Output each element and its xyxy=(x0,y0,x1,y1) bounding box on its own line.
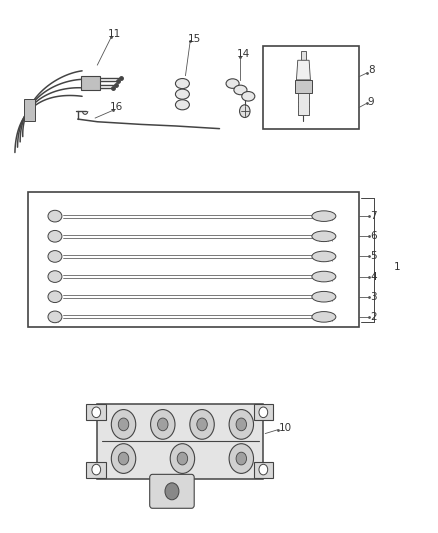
Text: 8: 8 xyxy=(367,66,374,75)
Text: 5: 5 xyxy=(369,252,376,261)
Circle shape xyxy=(92,464,100,475)
Text: 1: 1 xyxy=(393,262,400,271)
Text: 7: 7 xyxy=(369,211,376,221)
Bar xyxy=(300,51,305,60)
Bar xyxy=(86,462,106,478)
Bar xyxy=(28,192,358,327)
Text: 10: 10 xyxy=(278,423,291,433)
Circle shape xyxy=(258,464,267,475)
Bar xyxy=(86,405,106,420)
Ellipse shape xyxy=(311,211,335,221)
Text: 6: 6 xyxy=(369,231,376,241)
Circle shape xyxy=(165,483,179,500)
Bar xyxy=(24,100,35,120)
Text: 11: 11 xyxy=(108,29,121,39)
Ellipse shape xyxy=(175,100,189,110)
Bar xyxy=(262,46,358,128)
Text: 15: 15 xyxy=(187,34,201,44)
Circle shape xyxy=(236,452,246,465)
Ellipse shape xyxy=(311,231,335,241)
Ellipse shape xyxy=(48,291,62,303)
Text: 3: 3 xyxy=(369,292,376,302)
Ellipse shape xyxy=(311,312,335,322)
Ellipse shape xyxy=(175,89,189,99)
Circle shape xyxy=(111,409,135,439)
Text: 14: 14 xyxy=(237,50,250,59)
Circle shape xyxy=(239,105,250,117)
Bar xyxy=(253,405,272,420)
Circle shape xyxy=(118,452,128,465)
Circle shape xyxy=(111,443,135,473)
Circle shape xyxy=(150,409,175,439)
Circle shape xyxy=(157,418,168,431)
Circle shape xyxy=(236,418,246,431)
Circle shape xyxy=(229,409,253,439)
Polygon shape xyxy=(296,60,310,80)
Circle shape xyxy=(258,407,267,418)
Circle shape xyxy=(170,443,194,473)
Text: 16: 16 xyxy=(110,102,123,112)
Bar xyxy=(297,93,308,115)
Text: 4: 4 xyxy=(369,272,376,281)
Circle shape xyxy=(196,418,207,431)
Ellipse shape xyxy=(311,251,335,262)
Ellipse shape xyxy=(311,292,335,302)
Ellipse shape xyxy=(48,271,62,282)
Circle shape xyxy=(177,452,187,465)
Circle shape xyxy=(229,443,253,473)
Ellipse shape xyxy=(175,78,189,88)
Ellipse shape xyxy=(48,230,62,242)
Ellipse shape xyxy=(311,271,335,282)
Ellipse shape xyxy=(48,211,62,222)
Ellipse shape xyxy=(48,311,62,322)
Bar xyxy=(97,405,262,479)
FancyBboxPatch shape xyxy=(149,474,194,508)
Circle shape xyxy=(189,409,214,439)
Bar xyxy=(253,462,272,478)
Bar xyxy=(294,80,311,93)
Circle shape xyxy=(118,418,128,431)
Ellipse shape xyxy=(233,85,247,95)
Ellipse shape xyxy=(226,79,239,88)
Bar xyxy=(81,76,100,90)
Ellipse shape xyxy=(48,251,62,262)
Text: 9: 9 xyxy=(367,97,374,107)
Circle shape xyxy=(92,407,100,418)
Ellipse shape xyxy=(241,92,254,101)
Text: 2: 2 xyxy=(369,312,376,322)
